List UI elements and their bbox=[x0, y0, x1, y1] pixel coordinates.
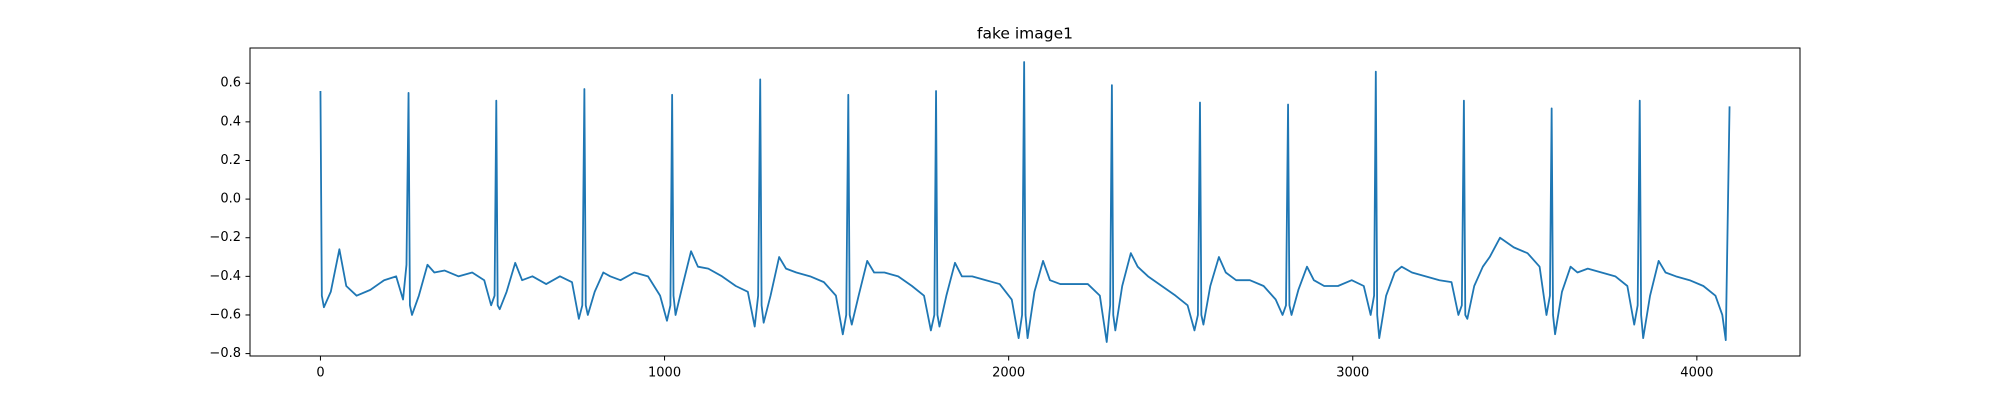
x-tick-label: 2000 bbox=[992, 366, 1025, 381]
x-tick-label: 3000 bbox=[1336, 366, 1369, 381]
plot-frame bbox=[249, 47, 1801, 357]
y-tick-label: 0.6 bbox=[220, 76, 241, 91]
y-tick-label: −0.4 bbox=[209, 269, 241, 284]
y-tick-label: −0.6 bbox=[209, 307, 241, 322]
y-tick-label: 0.2 bbox=[220, 153, 241, 168]
y-tick-label: −0.8 bbox=[209, 346, 241, 361]
x-tick-label: 1000 bbox=[648, 366, 681, 381]
x-tick-label: 0 bbox=[316, 366, 324, 381]
x-tick-label: 4000 bbox=[1680, 366, 1713, 381]
y-tick-label: 0.4 bbox=[220, 114, 241, 129]
data-line bbox=[319, 61, 1731, 343]
y-tick-label: −0.2 bbox=[209, 230, 241, 245]
chart-title: fake image1 bbox=[977, 25, 1073, 43]
y-tick-label: 0.0 bbox=[220, 192, 241, 207]
